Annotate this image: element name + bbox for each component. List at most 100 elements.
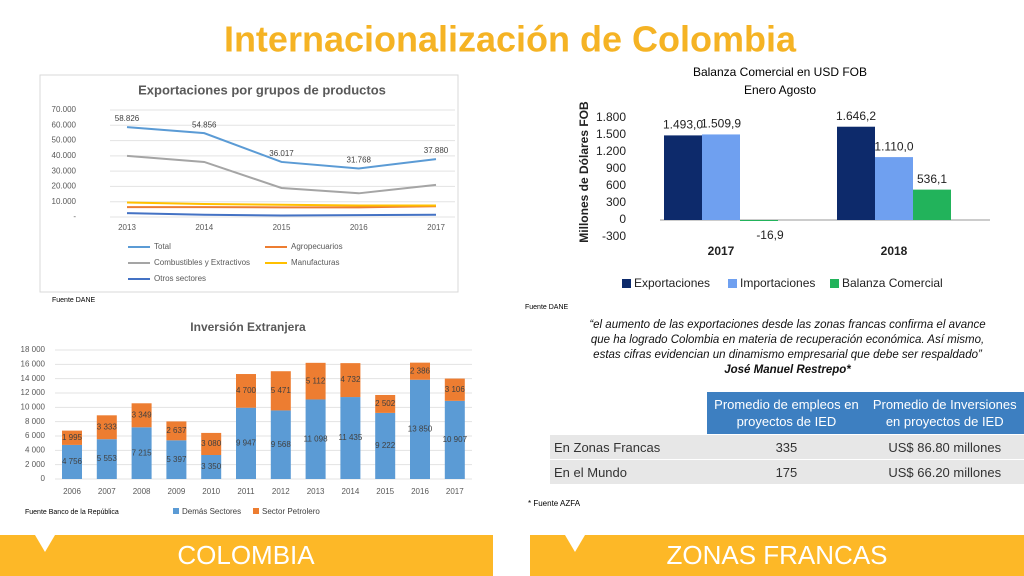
quote: “el aumento de las exportaciones desde l… bbox=[580, 318, 995, 378]
table-row: En Zonas Francas 335 US$ 86.80 millones bbox=[550, 434, 1024, 460]
bar-segment bbox=[96, 415, 117, 440]
data-label: 9 568 bbox=[271, 440, 292, 449]
banner-text: ZONAS FRANCAS bbox=[666, 540, 887, 570]
cell: US$ 66.20 millones bbox=[865, 459, 1024, 484]
x-tick-label: 2012 bbox=[272, 487, 290, 496]
data-label: 3 106 bbox=[445, 385, 466, 394]
legend-label: Sector Petrolero bbox=[262, 507, 320, 516]
line bbox=[127, 205, 437, 209]
bar bbox=[740, 220, 778, 221]
data-label: 2 502 bbox=[375, 399, 396, 408]
data-label: 4 700 bbox=[236, 386, 257, 395]
legend-label: Agropecuarios bbox=[291, 242, 343, 251]
data-label: 9 947 bbox=[236, 438, 257, 447]
bar-segment bbox=[444, 378, 465, 401]
data-label: 37.880 bbox=[424, 146, 449, 155]
data-label: 9 222 bbox=[375, 441, 396, 450]
data-label: 5 397 bbox=[166, 455, 187, 464]
y-tick-label: - bbox=[73, 212, 76, 221]
chart-title: Exportaciones por grupos de productos bbox=[138, 82, 386, 97]
bar-segment bbox=[444, 400, 465, 479]
x-tick-label: 2011 bbox=[237, 487, 255, 496]
line bbox=[126, 154, 437, 195]
data-label: 1.493,0 bbox=[663, 118, 703, 132]
bar bbox=[913, 189, 951, 220]
y-tick-label: 70.000 bbox=[52, 105, 77, 114]
x-tick-label: 2013 bbox=[118, 223, 136, 232]
y-tick-label: 14 000 bbox=[21, 374, 46, 383]
bar-segment bbox=[62, 430, 82, 445]
x-tick-label: 2015 bbox=[376, 487, 394, 496]
data-label: 3 080 bbox=[201, 439, 222, 448]
y-tick-label: 18 000 bbox=[21, 345, 46, 354]
data-label: 3 349 bbox=[132, 410, 153, 419]
data-label: 4 732 bbox=[340, 375, 361, 384]
y-tick-label: 4 000 bbox=[25, 445, 46, 454]
y-tick-label: 40.000 bbox=[52, 151, 77, 160]
cell: 335 bbox=[707, 434, 866, 460]
y-tick-label: 10 000 bbox=[21, 402, 46, 411]
legend-label: Demás Sectores bbox=[182, 507, 241, 516]
cell: En el Mundo bbox=[550, 459, 708, 484]
legend-swatch bbox=[830, 279, 839, 288]
y-tick-label: 10.000 bbox=[52, 197, 77, 206]
x-tick-label: 2009 bbox=[168, 487, 186, 496]
x-tick-label: 2014 bbox=[342, 487, 360, 496]
x-tick-label: 2014 bbox=[195, 223, 213, 232]
legend-label: Exportaciones bbox=[634, 276, 710, 290]
legend-label: Total bbox=[154, 242, 171, 251]
bar-segment bbox=[375, 412, 396, 479]
legend-swatch bbox=[622, 279, 631, 288]
slide-title: Internacionalización de Colombia bbox=[224, 19, 797, 60]
y-tick-label: 20.000 bbox=[52, 182, 77, 191]
bar bbox=[664, 135, 702, 220]
data-label: 3 350 bbox=[201, 462, 222, 471]
bar-segment bbox=[131, 427, 152, 479]
x-tick-label: 2017 bbox=[446, 487, 464, 496]
y-tick-label: 16 000 bbox=[21, 359, 46, 368]
bar-segment bbox=[131, 403, 152, 428]
header-cell: Promedio de empleos en proyectos de IED bbox=[707, 392, 866, 435]
legend-label: Otros sectores bbox=[154, 274, 206, 283]
table: Promedio de empleos en proyectos de IED P… bbox=[550, 392, 1024, 484]
data-label: 58.826 bbox=[115, 114, 140, 123]
bar-segment bbox=[305, 399, 326, 479]
data-label: 5 112 bbox=[306, 376, 326, 385]
data-label: 31.768 bbox=[347, 156, 372, 165]
data-label: 11 098 bbox=[304, 434, 328, 443]
bar-segment bbox=[340, 363, 361, 398]
banner-notch bbox=[35, 535, 55, 552]
chart-frame bbox=[39, 74, 459, 293]
bar-segment bbox=[410, 379, 430, 479]
source: Fuente DANE bbox=[525, 304, 569, 311]
y-tick-label: 8 000 bbox=[25, 417, 46, 426]
bar-segment bbox=[340, 397, 361, 479]
bar bbox=[837, 126, 875, 220]
data-label: 36.017 bbox=[269, 149, 294, 158]
data-label: 1 995 bbox=[62, 433, 83, 442]
legend-label: Manufacturas bbox=[291, 258, 339, 267]
data-label: 10 907 bbox=[443, 435, 468, 444]
chart-title: Balanza Comercial en USD FOB bbox=[693, 65, 867, 79]
y-tick-label: 6 000 bbox=[25, 431, 46, 440]
bar-segment bbox=[62, 444, 82, 479]
y-axis-label: Millones de Dólares FOB bbox=[577, 101, 591, 243]
x-tick-label: 2016 bbox=[411, 487, 429, 496]
y-tick-label: 12 000 bbox=[21, 388, 46, 397]
banner-notch bbox=[565, 535, 585, 552]
legend-label: Importaciones bbox=[740, 276, 815, 290]
data-label: 54.856 bbox=[192, 120, 217, 129]
data-label: 1.509,9 bbox=[701, 117, 741, 131]
data-label: 11 435 bbox=[338, 433, 362, 442]
data-label: 536,1 bbox=[917, 172, 947, 186]
quote-author: José Manuel Restrepo* bbox=[724, 364, 851, 376]
banner bbox=[530, 535, 1024, 576]
data-label: 4 756 bbox=[62, 457, 83, 466]
data-label: 2 637 bbox=[166, 426, 187, 435]
data-label: 7 215 bbox=[132, 448, 153, 457]
bar-segment bbox=[375, 394, 396, 413]
data-label: 5 471 bbox=[271, 386, 292, 395]
x-tick-label: 2010 bbox=[202, 487, 220, 496]
bar-segment bbox=[305, 362, 326, 400]
